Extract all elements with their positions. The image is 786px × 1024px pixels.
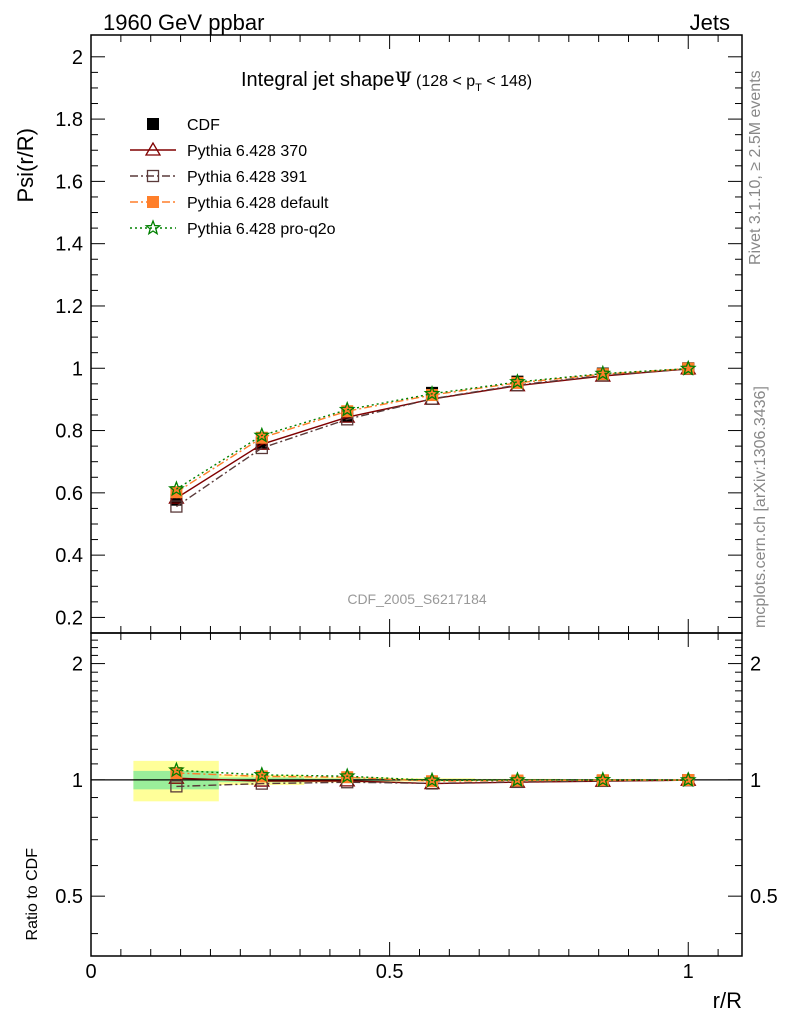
x-tick-label: 0 [85,961,96,983]
y-tick-label-left: 1 [72,770,83,792]
y-tick-label-left: 2 [72,654,83,676]
ratio-point [341,771,354,784]
legend-marker [144,141,162,156]
ratio-point [253,766,271,783]
data-point [253,426,271,443]
header-jets-label: Jets [690,10,730,35]
legend-entry: Pythia 6.428 pro-q2o [130,219,336,238]
ratio-point [168,761,185,778]
legend-label: Pythia 6.428 default [187,195,329,212]
data-point [255,431,268,444]
ratio-series-group [168,761,697,793]
ratio-point [679,771,697,788]
data-point [423,384,441,401]
legend-label: Pythia 6.428 391 [187,169,307,186]
data-point [341,405,354,418]
y-tick-label: 1.6 [55,171,83,193]
legend-marker [144,219,162,236]
y-tick-label: 1.2 [55,296,83,318]
ratio-axis-ticks: 0.5 0.5 1 1 2 2 0 0.5 1 [55,633,778,983]
x-axis-label: r/R [713,988,742,1013]
ratio-series-3 [168,761,697,788]
y-tick-label: 0.6 [55,483,83,505]
legend-marker [146,169,160,183]
y-tick-label: 2 [72,47,83,69]
data-point [338,400,356,417]
y-tick-label-right: 0.5 [750,886,778,908]
legend-entry: Pythia 6.428 default [130,195,329,212]
ratio-line [176,779,689,788]
legend-entry: Pythia 6.428 370 [130,141,307,160]
mcplots-label: mcplots.cern.ch [arXiv:1306.3436] [752,386,769,628]
ratio-point [423,771,441,788]
x-tick-label: 0.5 [376,961,404,983]
y-tick-label: 1.4 [55,234,83,256]
legend-entry: CDF [147,117,220,134]
analysis-watermark: CDF_2005_S6217184 [347,591,487,607]
ratio-plot-frame [90,632,743,957]
y-tick-label: 0.2 [55,607,83,629]
series-1 [168,360,697,504]
legend-entry: Pythia 6.428 391 [130,169,307,186]
rivet-info-label: Rivet 3.1.10, ≥ 2.5M events [747,70,764,265]
data-point [509,373,526,390]
ratio-point [338,767,356,784]
series-line [176,367,689,490]
y-tick-label: 0.8 [55,421,83,443]
series-4 [168,359,697,497]
data-point [168,480,185,497]
legend-label: Pythia 6.428 pro-q2o [187,221,336,238]
y-tick-label-right: 2 [750,654,761,676]
legend-marker [147,118,159,130]
data-point [594,364,612,381]
y-tick-label-right: 1 [750,770,761,792]
legend-label: CDF [187,117,220,134]
x-tick-label: 1 [683,961,694,983]
y-tick-label: 1.8 [55,109,83,131]
ratio-point [170,780,183,793]
y-tick-label: 0.4 [55,545,83,567]
legend: CDF Pythia 6.428 370 Pythia 6.428 391 Pythi… [130,117,336,238]
data-point [679,359,697,376]
series-2 [170,362,695,513]
ratio-point [426,775,439,788]
ratio-line [176,769,689,782]
series-3 [170,362,695,499]
y-tick-label-left: 0.5 [55,886,83,908]
main-series-group [168,359,697,513]
ratio-point [255,770,268,783]
ratio-point [509,771,526,788]
ratio-y-axis-label: Ratio to CDF [24,848,41,941]
main-plot-title: Integral jet shapeΨ (128 < pT < 148) [241,67,532,94]
data-point [170,500,183,513]
y-tick-label: 1 [72,358,83,380]
main-y-axis-label: Psi(r/R) [13,128,38,203]
legend-label: Pythia 6.428 370 [187,143,307,160]
main-axis-ticks: 0.2 0.4 0.6 0.8 1 1.2 1.4 1.6 1.8 2 [55,35,742,633]
series-0 [170,362,695,506]
header-energy-label: 1960 GeV ppbar [103,10,264,35]
data-point [255,441,268,455]
ratio-point [594,771,612,788]
data-point [596,368,609,381]
legend-marker [147,196,159,208]
